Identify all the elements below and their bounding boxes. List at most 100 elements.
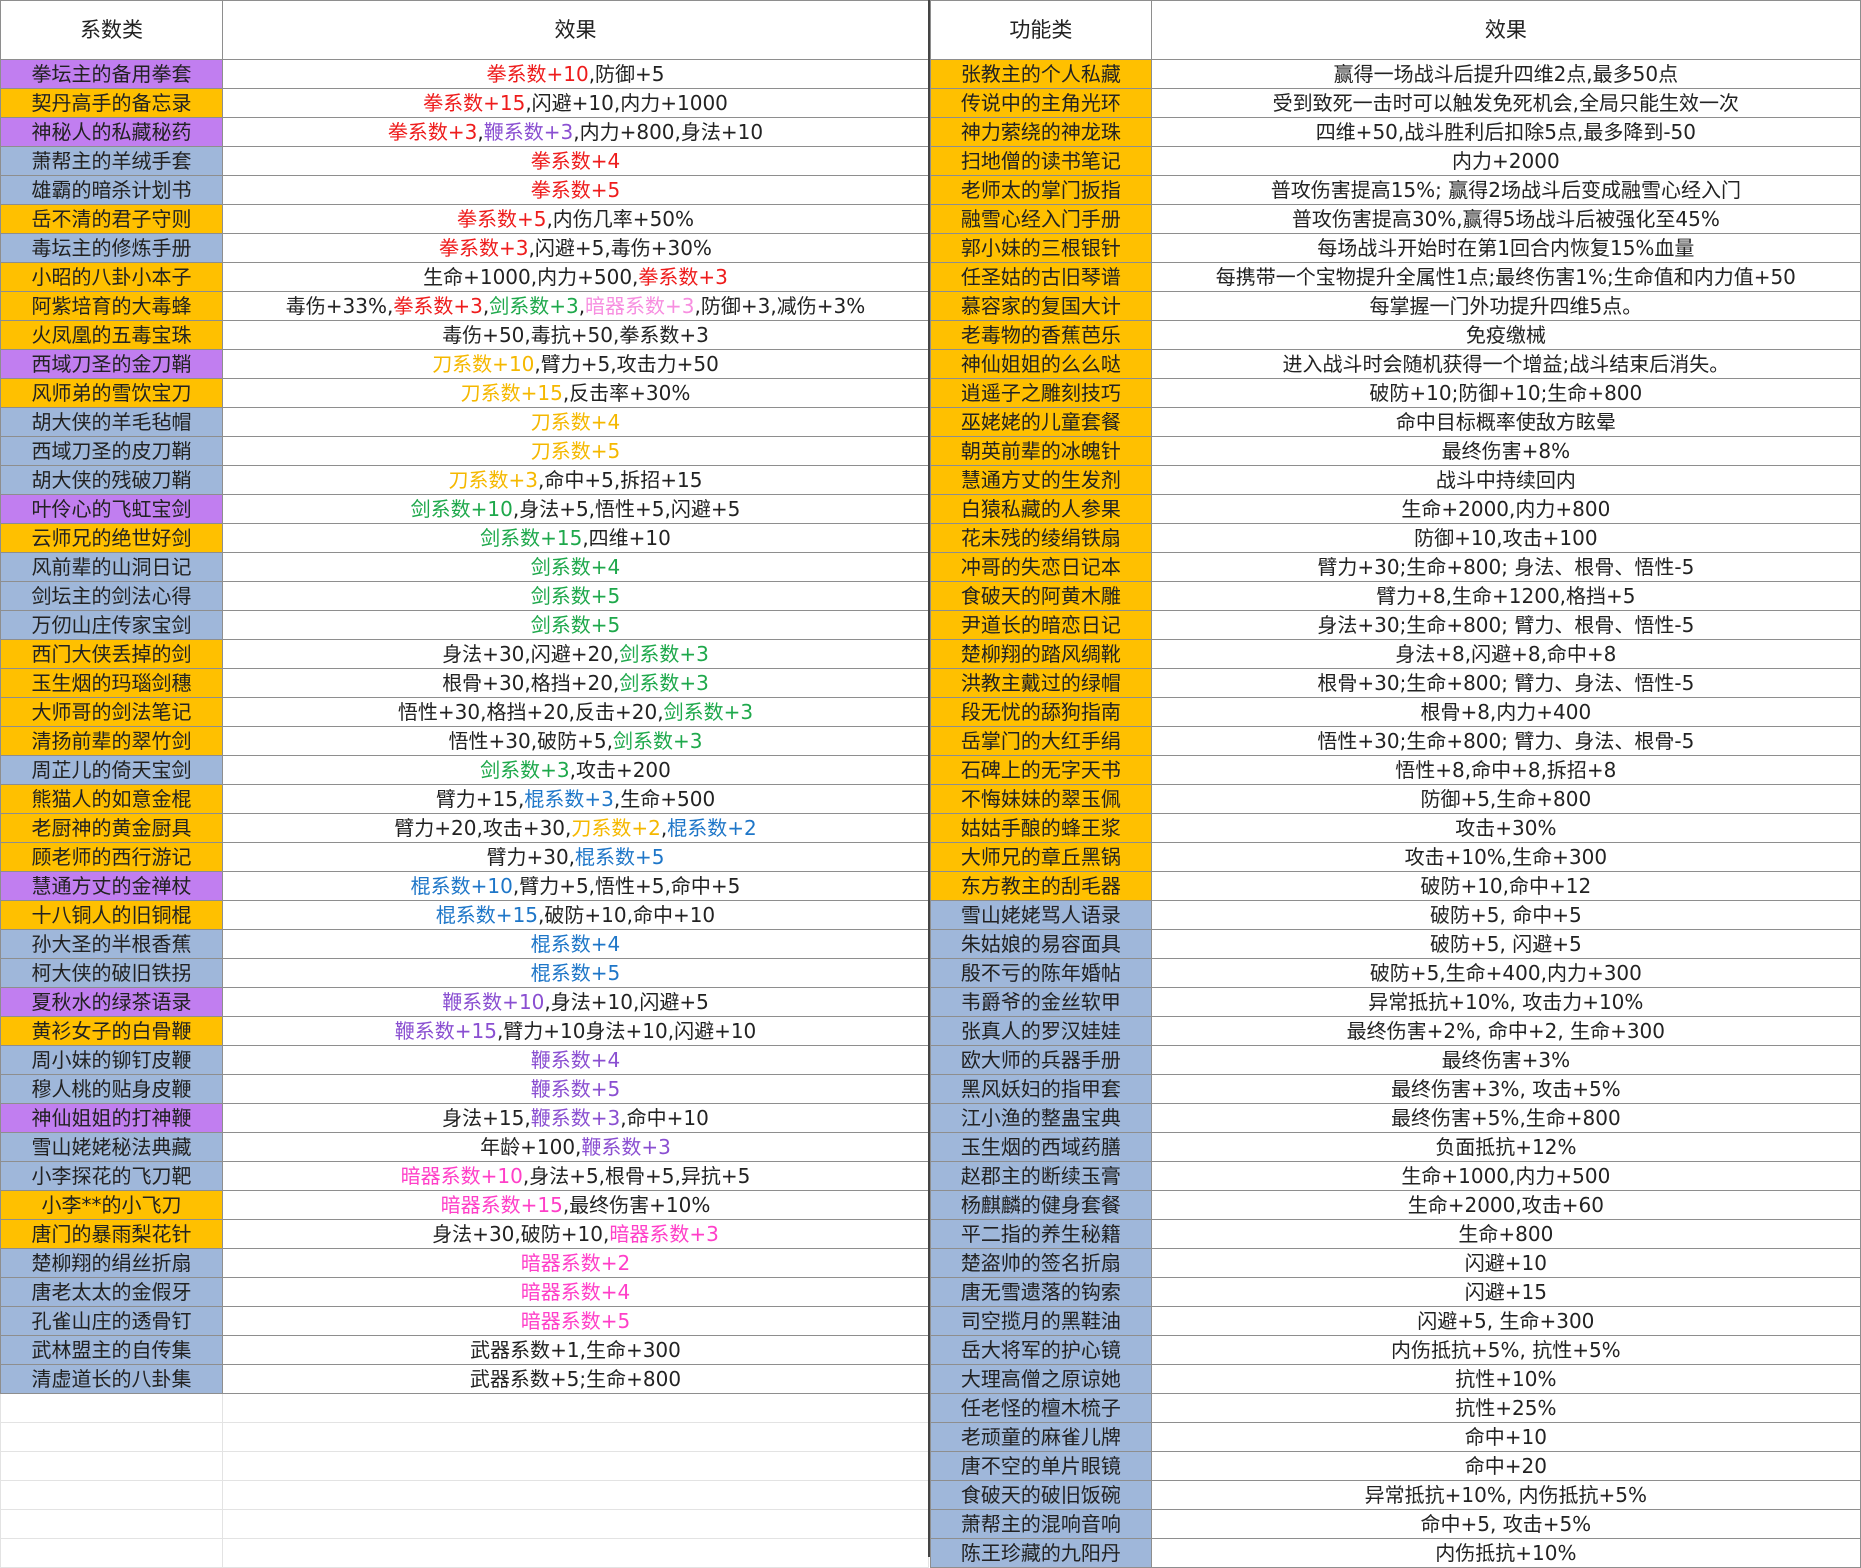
item-name-cell[interactable]: 孙大圣的半根香蕉 <box>0 929 223 959</box>
item-effect-cell[interactable]: 防御+5,生命+800 <box>1150 784 1861 814</box>
item-effect-cell[interactable]: 鞭系数+15,臂力+10身法+10,闪避+10 <box>222 1016 929 1046</box>
item-name-cell[interactable]: 神仙姐姐的打神鞭 <box>0 1103 223 1133</box>
item-name-cell[interactable]: 食破天的破旧饭碗 <box>930 1480 1152 1510</box>
item-effect-cell[interactable]: 生命+2000,攻击+60 <box>1150 1190 1861 1220</box>
item-name-cell[interactable]: 黄衫女子的白骨鞭 <box>0 1016 223 1046</box>
item-name-cell[interactable]: 慕容家的复国大计 <box>930 291 1152 321</box>
item-effect-cell[interactable]: 臂力+8,生命+1200,格挡+5 <box>1150 581 1861 611</box>
item-effect-cell[interactable]: 拳系数+5 <box>222 175 929 205</box>
item-effect-cell[interactable]: 破防+5, 闪避+5 <box>1150 929 1861 959</box>
item-name-cell[interactable]: 周小妹的铆钉皮鞭 <box>0 1045 223 1075</box>
item-name-cell[interactable]: 风师弟的雪饮宝刀 <box>0 378 223 408</box>
item-effect-cell[interactable]: 鞭系数+4 <box>222 1045 929 1075</box>
item-effect-cell[interactable]: 臂力+30,棍系数+5 <box>222 842 929 872</box>
item-name-cell[interactable]: 岳大将军的护心镜 <box>930 1335 1152 1365</box>
item-effect-cell[interactable]: 棍系数+4 <box>222 929 929 959</box>
item-name-cell[interactable]: 洪教主戴过的绿帽 <box>930 668 1152 698</box>
item-effect-cell[interactable]: 拳系数+10,防御+5 <box>222 59 929 89</box>
item-name-cell[interactable]: 小李探花的飞刀靶 <box>0 1161 223 1191</box>
header-effect[interactable]: 效果 <box>222 0 929 60</box>
item-effect-cell[interactable]: 内力+2000 <box>1150 146 1861 176</box>
item-effect-cell[interactable]: 刀系数+4 <box>222 407 929 437</box>
item-name-cell[interactable]: 萧帮主的混响音响 <box>930 1509 1152 1539</box>
item-name-cell[interactable]: 殷不亏的陈年婚帖 <box>930 958 1152 988</box>
header-category[interactable]: 功能类 <box>930 0 1152 60</box>
item-effect-cell[interactable]: 暗器系数+4 <box>222 1277 929 1307</box>
item-name-cell[interactable]: 司空揽月的黑鞋油 <box>930 1306 1152 1336</box>
item-effect-cell[interactable]: 根骨+8,内力+400 <box>1150 697 1861 727</box>
empty-cell[interactable] <box>0 1538 223 1568</box>
item-effect-cell[interactable]: 悟性+8,命中+8,拆招+8 <box>1150 755 1861 785</box>
item-effect-cell[interactable]: 进入战斗时会随机获得一个增益;战斗结束后消失。 <box>1150 349 1861 379</box>
item-effect-cell[interactable]: 破防+10,命中+12 <box>1150 871 1861 901</box>
empty-cell[interactable] <box>222 1538 929 1568</box>
item-name-cell[interactable]: 大理高僧之原谅她 <box>930 1364 1152 1394</box>
item-effect-cell[interactable]: 身法+15,鞭系数+3,命中+10 <box>222 1103 929 1133</box>
item-effect-cell[interactable]: 破防+5,生命+400,内力+300 <box>1150 958 1861 988</box>
item-name-cell[interactable]: 冲哥的失恋日记本 <box>930 552 1152 582</box>
item-name-cell[interactable]: 老毒物的香蕉芭乐 <box>930 320 1152 350</box>
item-effect-cell[interactable]: 生命+2000,内力+800 <box>1150 494 1861 524</box>
item-name-cell[interactable]: 神秘人的私藏秘药 <box>0 117 223 147</box>
item-effect-cell[interactable]: 免疫缴械 <box>1150 320 1861 350</box>
empty-cell[interactable] <box>222 1509 929 1539</box>
item-name-cell[interactable]: 唐不空的单片眼镜 <box>930 1451 1152 1481</box>
item-effect-cell[interactable]: 最终伤害+2%, 命中+2, 生命+300 <box>1150 1016 1861 1046</box>
item-name-cell[interactable]: 柯大侠的破旧铁拐 <box>0 958 223 988</box>
item-name-cell[interactable]: 穆人桃的贴身皮鞭 <box>0 1074 223 1104</box>
item-effect-cell[interactable]: 最终伤害+3% <box>1150 1045 1861 1075</box>
item-effect-cell[interactable]: 每场战斗开始时在第1回合内恢复15%血量 <box>1150 233 1861 263</box>
item-effect-cell[interactable]: 生命+1000,内力+500 <box>1150 1161 1861 1191</box>
item-name-cell[interactable]: 逍遥子之雕刻技巧 <box>930 378 1152 408</box>
item-effect-cell[interactable]: 毒伤+33%,拳系数+3,剑系数+3,暗器系数+3,防御+3,减伤+3% <box>222 291 929 321</box>
item-effect-cell[interactable]: 每携带一个宝物提升全属性1点;最终伤害1%;生命值和内力值+50 <box>1150 262 1861 292</box>
item-name-cell[interactable]: 唐无雪遗落的钩索 <box>930 1277 1152 1307</box>
item-name-cell[interactable]: 白猿私藏的人参果 <box>930 494 1152 524</box>
item-effect-cell[interactable]: 拳系数+3,鞭系数+3,内力+800,身法+10 <box>222 117 929 147</box>
item-effect-cell[interactable]: 身法+8,闪避+8,命中+8 <box>1150 639 1861 669</box>
item-effect-cell[interactable]: 武器系数+5;生命+800 <box>222 1364 929 1394</box>
item-effect-cell[interactable]: 内伤抵抗+10% <box>1150 1538 1861 1568</box>
item-effect-cell[interactable]: 生命+800 <box>1150 1219 1861 1249</box>
item-effect-cell[interactable]: 悟性+30;生命+800; 臂力、身法、根骨-5 <box>1150 726 1861 756</box>
item-effect-cell[interactable]: 刀系数+15,反击率+30% <box>222 378 929 408</box>
item-effect-cell[interactable]: 剑系数+4 <box>222 552 929 582</box>
empty-cell[interactable] <box>0 1393 223 1423</box>
item-effect-cell[interactable]: 生命+1000,内力+500,拳系数+3 <box>222 262 929 292</box>
empty-cell[interactable] <box>0 1480 223 1510</box>
item-name-cell[interactable]: 神仙姐姐的么么哒 <box>930 349 1152 379</box>
item-name-cell[interactable]: 江小渔的整蛊宝典 <box>930 1103 1152 1133</box>
item-name-cell[interactable]: 老厨神的黄金厨具 <box>0 813 223 843</box>
item-name-cell[interactable]: 欧大师的兵器手册 <box>930 1045 1152 1075</box>
item-effect-cell[interactable]: 臂力+20,攻击+30,刀系数+2,棍系数+2 <box>222 813 929 843</box>
item-name-cell[interactable]: 食破天的阿黄木雕 <box>930 581 1152 611</box>
item-effect-cell[interactable]: 剑系数+5 <box>222 581 929 611</box>
item-effect-cell[interactable]: 悟性+30,格挡+20,反击+20,剑系数+3 <box>222 697 929 727</box>
item-name-cell[interactable]: 武林盟主的自传集 <box>0 1335 223 1365</box>
item-name-cell[interactable]: 平二指的养生秘籍 <box>930 1219 1152 1249</box>
item-name-cell[interactable]: 火凤凰的五毒宝珠 <box>0 320 223 350</box>
item-name-cell[interactable]: 楚柳翔的绢丝折扇 <box>0 1248 223 1278</box>
item-effect-cell[interactable]: 武器系数+1,生命+300 <box>222 1335 929 1365</box>
item-name-cell[interactable]: 玉生烟的西域药膳 <box>930 1132 1152 1162</box>
item-effect-cell[interactable]: 普攻伤害提高15%; 赢得2场战斗后变成融雪心经入门 <box>1150 175 1861 205</box>
item-name-cell[interactable]: 岳不清的君子守则 <box>0 204 223 234</box>
item-effect-cell[interactable]: 命中目标概率使敌方眩晕 <box>1150 407 1861 437</box>
item-effect-cell[interactable]: 暗器系数+5 <box>222 1306 929 1336</box>
item-name-cell[interactable]: 任圣姑的古旧琴谱 <box>930 262 1152 292</box>
item-effect-cell[interactable]: 剑系数+15,四维+10 <box>222 523 929 553</box>
item-effect-cell[interactable]: 命中+10 <box>1150 1422 1861 1452</box>
item-effect-cell[interactable]: 根骨+30,格挡+20,剑系数+3 <box>222 668 929 698</box>
item-name-cell[interactable]: 赵郡主的断续玉膏 <box>930 1161 1152 1191</box>
item-name-cell[interactable]: 清扬前辈的翠竹剑 <box>0 726 223 756</box>
empty-cell[interactable] <box>0 1422 223 1452</box>
item-effect-cell[interactable]: 赢得一场战斗后提升四维2点,最多50点 <box>1150 59 1861 89</box>
item-name-cell[interactable]: 老师太的掌门扳指 <box>930 175 1152 205</box>
item-name-cell[interactable]: 唐门的暴雨梨花针 <box>0 1219 223 1249</box>
item-effect-cell[interactable]: 根骨+30;生命+800; 臂力、身法、悟性-5 <box>1150 668 1861 698</box>
item-name-cell[interactable]: 阿紫培育的大毒蜂 <box>0 291 223 321</box>
item-effect-cell[interactable]: 剑系数+5 <box>222 610 929 640</box>
item-name-cell[interactable]: 张真人的罗汉娃娃 <box>930 1016 1152 1046</box>
item-effect-cell[interactable]: 身法+30,破防+10,暗器系数+3 <box>222 1219 929 1249</box>
item-effect-cell[interactable]: 悟性+30,破防+5,剑系数+3 <box>222 726 929 756</box>
